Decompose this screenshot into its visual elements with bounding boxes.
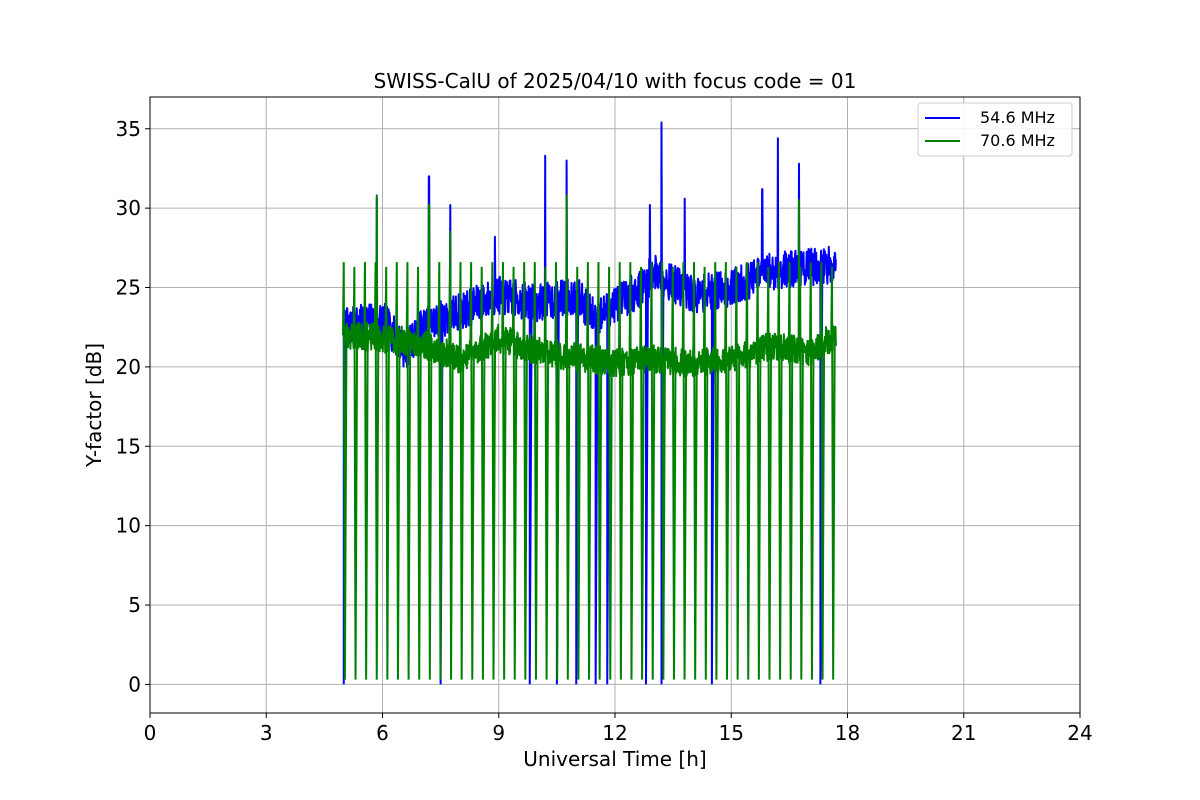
series-70-6-mhz-cycle [617, 262, 624, 680]
series-70-6-mhz-cycle [511, 266, 518, 680]
series-70-6-mhz-cycle [384, 266, 390, 680]
y-tick-label: 35 [116, 117, 141, 141]
series-70-6-mhz-cycle [586, 262, 592, 680]
series-70-6-mhz-cycle [660, 262, 666, 680]
x-tick-label: 0 [144, 721, 157, 745]
axis-ticks: 0 3 6 9 12 15 18 21 24 0 5 10 15 20 25 30 35 [116, 117, 1093, 745]
series-70-6-mhz-cycle [564, 262, 571, 680]
series-70-6-mhz-cycle [798, 266, 804, 680]
series-70-6-mhz-cycle [341, 262, 348, 680]
series-70-6-mhz-cycle [671, 266, 677, 680]
x-tick-label: 12 [602, 721, 627, 745]
legend-label: 70.6 MHz [980, 131, 1055, 150]
series-70-6-mhz-cycle [543, 266, 550, 680]
series-70-6-mhz-cycle [352, 266, 359, 680]
x-tick-label: 21 [951, 721, 976, 745]
series-70-6-mhz-cycle [554, 262, 560, 680]
series-70-6-mhz-cycle [745, 262, 751, 680]
series-70-6-mhz-cycle [416, 266, 422, 680]
series-70-6-mhz-cycle [458, 262, 465, 680]
chart-title: SWISS-CalU of 2025/04/10 with focus code… [374, 69, 857, 93]
series-70-6-mhz-cycle [777, 262, 783, 680]
y-tick-label: 25 [116, 276, 141, 300]
y-tick-label: 10 [116, 514, 141, 538]
y-tick-label: 5 [128, 593, 141, 617]
series-70-6-mhz-cycle [702, 266, 709, 680]
series-70-6-mhz-cycle [713, 262, 719, 680]
legend: 54.6 MHz 70.6 MHz [917, 102, 1073, 157]
series-70-6-mhz-cycle [766, 266, 773, 680]
series-70-6-mhz-cycle [426, 262, 433, 680]
series-70-6-mhz-cycle [479, 266, 486, 680]
series-70-6-mhz-cycle [808, 262, 815, 680]
y-tick-label: 20 [116, 355, 141, 379]
series-70-6-mhz-cycle [819, 262, 826, 680]
x-tick-label: 15 [719, 721, 744, 745]
series-70-6-mhz-cycle [448, 266, 454, 680]
series-70-6-mhz-cycle [692, 262, 698, 680]
series-70-6-mhz-cycle [649, 262, 656, 680]
series-54-6-mhz-line [342, 121, 837, 368]
y-tick-label: 30 [116, 196, 141, 220]
series-70-6-mhz-cycle [533, 262, 539, 680]
series-70-6-mhz-cycle [501, 262, 507, 680]
series-70-6-mhz-cycle [607, 266, 613, 680]
series-70-6-mhz-cycle [363, 262, 369, 680]
series-70-6-mhz-cycle [596, 262, 603, 680]
series-70-6-mhz-cycle [575, 266, 581, 680]
x-tick-label: 18 [835, 721, 860, 745]
series-70-6-mhz-cycle [373, 262, 380, 680]
series-70-6-mhz-cycle [787, 262, 794, 680]
series-70-6-mhz-cycle [469, 262, 475, 680]
series-70-6-mhz-cycle [755, 262, 762, 680]
x-tick-label: 24 [1067, 721, 1092, 745]
legend-label: 54.6 MHz [980, 108, 1055, 127]
series-70-6-mhz-cycle [724, 262, 730, 680]
series-70-6-mhz-cycle [490, 262, 497, 680]
x-tick-label: 3 [260, 721, 273, 745]
y-axis-label: Y-factor [dB] [82, 343, 106, 468]
series-70-6-mhz-cycle [522, 262, 528, 680]
series-70-6-mhz-cycle [437, 262, 443, 680]
series-70-6-mhz-cycle [395, 262, 401, 680]
series-70-6-mhz-cycle [639, 266, 645, 680]
x-tick-label: 9 [492, 721, 505, 745]
legend-frame [917, 102, 1073, 157]
series-70-6-mhz-cycle [734, 266, 741, 680]
series-70-6-mhz-cycle [628, 262, 635, 680]
series-70-6-mhz-cycle [681, 262, 688, 680]
series-70-6-mhz-cycle [830, 266, 836, 680]
x-tick-label: 6 [376, 721, 389, 745]
y-tick-label: 15 [116, 434, 141, 458]
x-axis-label: Universal Time [h] [523, 747, 706, 771]
y-tick-label: 0 [128, 672, 141, 696]
series-70-6-mhz-cycle [405, 262, 412, 680]
